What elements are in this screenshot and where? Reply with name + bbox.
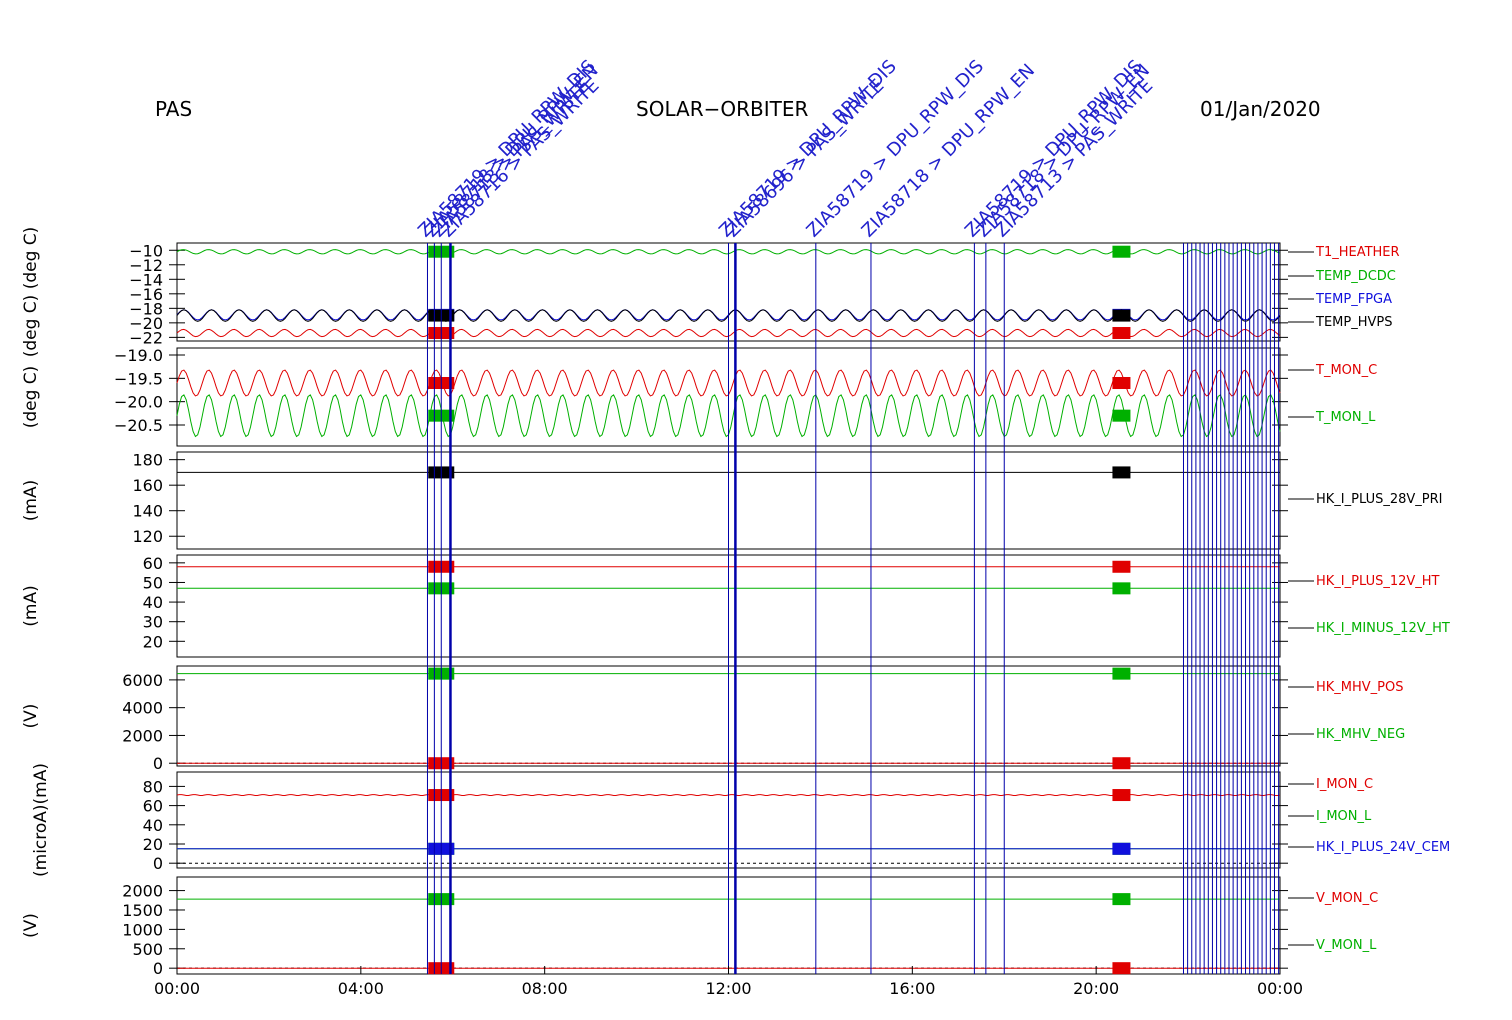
y-tick-label: 140 <box>132 502 163 521</box>
y-axis-label: (microA)(mA) <box>31 763 51 877</box>
y-axis-label: (V) <box>21 913 41 938</box>
y-tick-label: 60 <box>143 554 163 573</box>
header-right: 01/Jan/2020 <box>1200 97 1321 121</box>
event-label: ZIA58713 > PAS_WRITE <box>991 75 1157 241</box>
series-marker <box>1112 466 1131 479</box>
series-label: T1_HEATHER <box>1315 245 1400 260</box>
y-tick-label: 1000 <box>122 920 163 939</box>
y-tick-label: 40 <box>143 816 163 835</box>
series-marker <box>1112 409 1131 422</box>
x-axis: 00:00 04:00 08:00 12:00 16:00 20:00 00:00 <box>154 966 1303 998</box>
series-label: HK_I_MINUS_12V_HT <box>1316 621 1450 636</box>
y-axis-label: (deg C) <box>21 366 41 429</box>
y-tick-label: 40 <box>143 593 163 612</box>
y-tick-label: 0 <box>153 854 163 873</box>
y-tick-label: 500 <box>132 940 163 959</box>
series-label: HK_I_PLUS_12V_HT <box>1316 574 1440 589</box>
y-tick-label: 60 <box>143 797 163 816</box>
y-tick-label: −20.5 <box>114 416 163 435</box>
x-tick-label: 16:00 <box>889 979 935 998</box>
x-tick-label: 00:00 <box>1257 979 1303 998</box>
y-tick-label: −10 <box>129 241 163 260</box>
series-marker <box>1112 893 1131 906</box>
series-label: TEMP_HVPS <box>1315 315 1392 330</box>
series-label: T_MON_C <box>1315 363 1377 378</box>
y-tick-label: −20.0 <box>114 393 163 412</box>
y-tick-label: 0 <box>153 959 163 978</box>
y-tick-label: 120 <box>132 527 163 546</box>
header-center: SOLAR−ORBITER <box>636 97 808 121</box>
series-marker <box>1112 757 1131 770</box>
series-marker <box>1112 962 1131 975</box>
y-tick-label: 6000 <box>122 671 163 690</box>
y-tick-label: 80 <box>143 777 163 796</box>
series-label: V_MON_L <box>1316 938 1377 953</box>
y-tick-label: 4000 <box>122 699 163 718</box>
y-axis-label: (deg C) (deg C) <box>21 227 41 358</box>
series-label: HK_I_PLUS_24V_CEM <box>1316 840 1450 855</box>
series-label: T_MON_L <box>1315 410 1376 425</box>
series-label: I_MON_C <box>1316 777 1373 792</box>
temperature-panel: −10−12−14−16−18−20−22 (deg C) (deg C) T1_H… <box>21 227 1400 358</box>
series-marker <box>1112 789 1131 802</box>
y-axis-label: (mA) <box>21 585 41 626</box>
series-marker <box>1112 245 1131 258</box>
y-tick-label: −20 <box>129 314 163 333</box>
y-tick-label: −14 <box>129 270 163 289</box>
y-tick-label: 20 <box>143 835 163 854</box>
y-tick-label: 2000 <box>122 726 163 745</box>
series-label: HK_MHV_POS <box>1316 680 1404 695</box>
series-label: TEMP_FPGA <box>1315 292 1392 307</box>
series-marker <box>1112 309 1131 322</box>
series-label: I_MON_L <box>1316 809 1372 824</box>
x-tick-label: 00:00 <box>154 979 200 998</box>
panels-group: −10−12−14−16−18−20−22 (deg C) (deg C) T1_H… <box>21 227 1450 978</box>
y-tick-label: 20 <box>143 632 163 651</box>
y-tick-label: −22 <box>129 328 163 347</box>
mon-temperature-panel: −19.0 −19.5 −20.0 −20.5 (deg C) T_MON_C T_MON_… <box>21 346 1377 447</box>
x-tick-label: 08:00 <box>522 979 568 998</box>
y-tick-label: 180 <box>132 451 163 470</box>
series-marker <box>1112 377 1131 389</box>
y-axis-label: (mA) <box>21 480 41 521</box>
x-tick-label: 04:00 <box>338 979 384 998</box>
y-tick-label: 160 <box>132 476 163 495</box>
y-tick-label: 30 <box>143 613 163 632</box>
series-label: HK_MHV_NEG <box>1316 727 1405 742</box>
y-tick-label: 0 <box>153 754 163 773</box>
series-marker <box>1112 667 1131 680</box>
mhv-voltage-panel: 6000 4000 2000 0 (V) HK_MHV_POS HK_MHV_NEG <box>21 665 1405 773</box>
series-marker <box>1112 582 1131 595</box>
event-label: ZIA58716 > PAS_WRITE <box>437 75 603 241</box>
series-marker <box>1112 842 1131 855</box>
y-tick-label: −19.0 <box>114 346 163 365</box>
y-tick-label: 2000 <box>122 882 163 901</box>
series-marker <box>1112 327 1131 340</box>
y-tick-label: 1500 <box>122 901 163 920</box>
y-axis-label: (V) <box>21 704 41 729</box>
y-tick-label: −18 <box>129 299 163 318</box>
series-label: TEMP_DCDC <box>1315 269 1396 284</box>
series-label: HK_I_PLUS_28V_PRI <box>1316 492 1442 507</box>
x-tick-label: 12:00 <box>705 979 751 998</box>
header-left: PAS <box>155 97 192 121</box>
y-tick-label: −12 <box>129 256 163 275</box>
series-marker <box>1112 560 1131 573</box>
series-label: V_MON_C <box>1316 891 1378 906</box>
y-tick-label: −16 <box>129 285 163 304</box>
x-tick-label: 20:00 <box>1073 979 1119 998</box>
y-tick-label: 50 <box>143 573 163 592</box>
y-tick-label: −19.5 <box>114 369 163 388</box>
